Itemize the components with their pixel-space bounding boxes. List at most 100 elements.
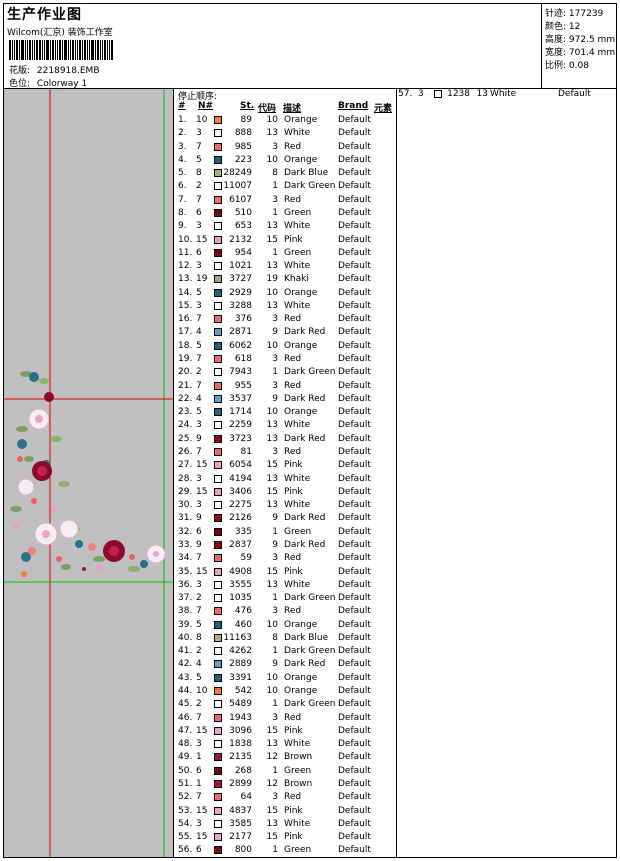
- row-number: 34.: [178, 553, 193, 564]
- row-stitches: 1943: [229, 712, 252, 723]
- table-row: 30. 3 2275 13 White Default: [178, 500, 396, 513]
- table-row: 32. 6 335 1 Green Default: [178, 527, 396, 540]
- row-needle: 6: [196, 207, 202, 218]
- pattern-file-line: 花版: 2218918.EMB: [9, 63, 100, 76]
- row-number: 46.: [178, 712, 193, 723]
- row-stitches: 4262: [229, 646, 252, 657]
- row-brand: Default: [338, 447, 371, 457]
- row-brand: Default: [338, 845, 371, 856]
- row-brand: Default: [338, 792, 371, 803]
- row-code: 15: [266, 486, 278, 497]
- row-brand: Default: [338, 380, 371, 391]
- table-row: 26. 7 81 3 Red Default: [178, 447, 396, 460]
- row-stitches: 2275: [229, 500, 252, 511]
- row-code: 13: [266, 300, 278, 311]
- row-needle: 9: [196, 539, 202, 550]
- row-description: Orange: [284, 672, 318, 683]
- row-brand: Default: [338, 752, 371, 763]
- row-needle: 2: [196, 181, 202, 192]
- row-code: 1: [272, 367, 278, 378]
- table-row: 24. 3 2259 13 White Default: [178, 420, 396, 433]
- row-number: 54.: [178, 818, 193, 829]
- row-brand: Default: [338, 473, 371, 484]
- row-brand: Default: [338, 261, 371, 272]
- row-stitches: 2177: [229, 832, 252, 843]
- row-number: 12.: [178, 261, 193, 272]
- row-brand: Default: [338, 300, 371, 311]
- header-needle: N#: [198, 101, 214, 111]
- row-needle: 15: [196, 832, 208, 843]
- row-code: 15: [266, 460, 278, 471]
- barcode-bar: [25, 40, 26, 60]
- row-needle: 4: [196, 659, 202, 670]
- row-description: Dark Red: [284, 433, 326, 444]
- row-brand: Default: [338, 686, 371, 697]
- row-code: 1: [272, 593, 278, 604]
- table-row: 22. 4 3537 9 Dark Red Default: [178, 394, 396, 407]
- row-stitches: 1021: [229, 261, 252, 272]
- row-description: Dark Red: [284, 513, 326, 524]
- row-stitches: 4194: [229, 473, 252, 484]
- row-stitches: 2889: [229, 659, 252, 670]
- row-needle: 2: [196, 593, 202, 604]
- row-stitches: 4837: [229, 805, 252, 816]
- color-swatch: [214, 700, 222, 709]
- row-description: Khaki: [284, 274, 309, 285]
- row-description: White: [284, 500, 311, 511]
- row-code: 12: [266, 752, 278, 763]
- row-needle: 5: [196, 340, 202, 351]
- row-stitches: 1714: [229, 407, 252, 418]
- row-needle: 15: [196, 725, 208, 736]
- row-brand: Default: [338, 672, 371, 683]
- color-swatch: [214, 487, 222, 496]
- row-needle: 2: [196, 367, 202, 378]
- table-row: 2. 3 888 13 White Default: [178, 128, 396, 141]
- row-stitches: 2871: [229, 327, 252, 338]
- barcode-bar: [50, 40, 51, 60]
- row-needle: 6: [196, 247, 202, 258]
- row-number: 29.: [178, 486, 193, 497]
- table-row: 10. 15 2132 15 Pink Default: [178, 235, 396, 248]
- row-description: Red: [284, 712, 302, 723]
- barcode-bar: [104, 40, 106, 60]
- color-swatch: [214, 142, 222, 151]
- color-swatch: [214, 660, 222, 669]
- row-brand: Default: [338, 207, 371, 218]
- row-description: Dark Red: [284, 539, 326, 550]
- barcode-bar: [32, 40, 33, 60]
- row-code: 1: [272, 207, 278, 218]
- row-description: Pink: [284, 805, 303, 816]
- color-swatch: [214, 208, 222, 217]
- row-number: 20.: [178, 367, 193, 378]
- row-description: Orange: [284, 407, 318, 418]
- row-needle: 15: [196, 566, 208, 577]
- row-needle: 5: [196, 619, 202, 630]
- row-needle: 3: [196, 128, 202, 139]
- row-brand: Default: [338, 128, 371, 139]
- row-description: Red: [284, 380, 302, 391]
- row-brand: Default: [338, 247, 371, 258]
- barcode-bar: [39, 40, 41, 60]
- table-row: 6. 2 11007 1 Dark Green Default: [178, 181, 396, 194]
- header-number: #: [178, 101, 186, 111]
- row-description: Dark Green: [284, 593, 336, 604]
- table-row: 9. 3 653 13 White Default: [178, 221, 396, 234]
- row-number: 43.: [178, 672, 193, 683]
- row-needle: 15: [196, 234, 208, 245]
- table-row: 31. 9 2126 9 Dark Red Default: [178, 513, 396, 526]
- color-swatch: [214, 514, 222, 523]
- color-swatch: [214, 262, 222, 271]
- row-number: 50.: [178, 765, 193, 776]
- table-row: 35. 15 4908 15 Pink Default: [178, 567, 396, 580]
- row-number: 8.: [178, 207, 187, 218]
- row-stitches: 3555: [229, 579, 252, 590]
- column-divider: [396, 88, 397, 858]
- table-row: 27. 15 6054 15 Pink Default: [178, 460, 396, 473]
- table-row: 1. 10 89 10 Orange Default: [178, 115, 396, 128]
- row-stitches: 460: [234, 619, 252, 630]
- row-number: 13.: [178, 274, 193, 285]
- table-title: 停止顺序:: [178, 92, 218, 102]
- barcode-bar: [55, 40, 56, 60]
- row-needle: 7: [196, 712, 202, 723]
- barcode-bar: [84, 40, 86, 60]
